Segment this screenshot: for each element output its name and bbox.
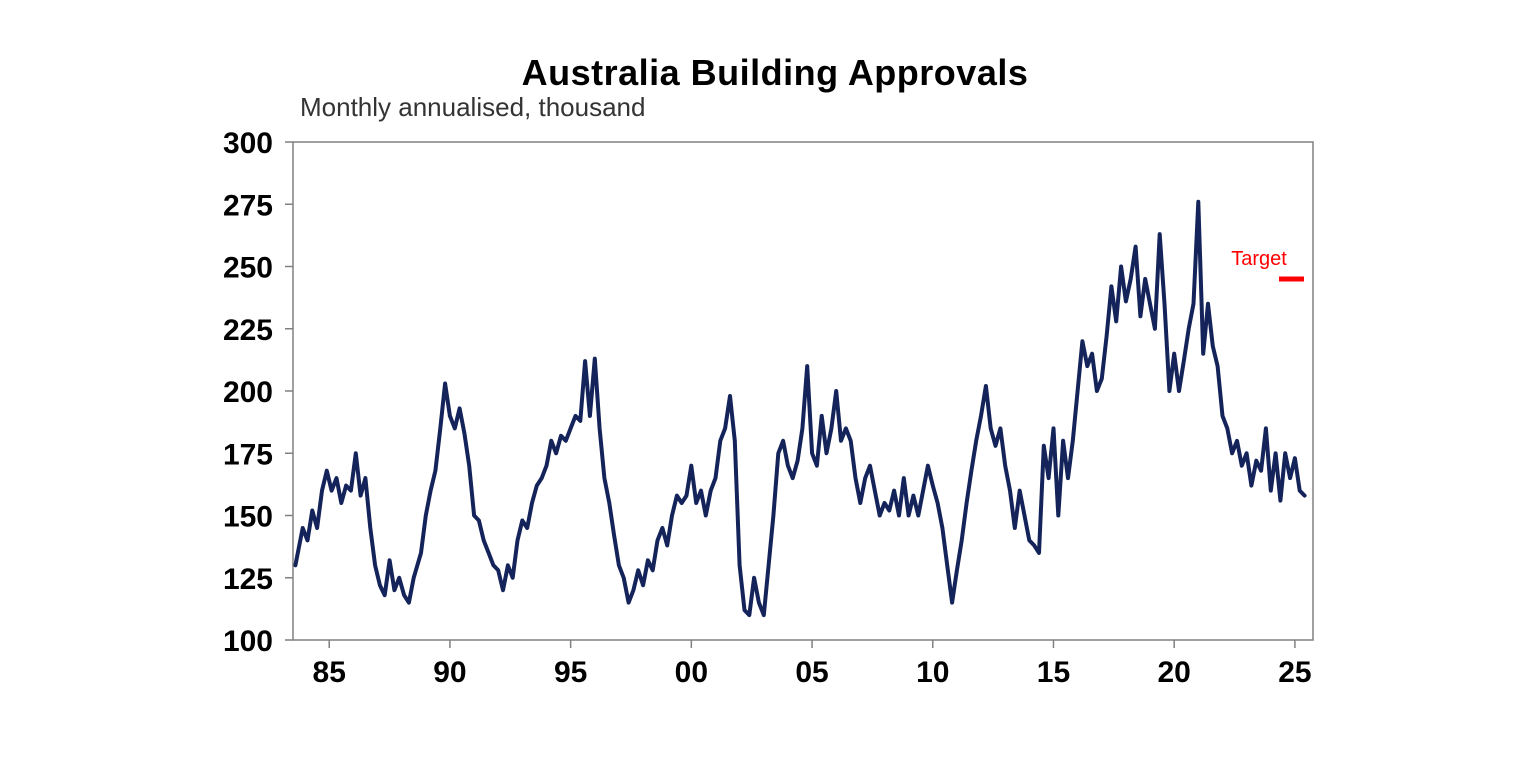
x-tick-label: 85 <box>313 656 346 689</box>
x-tick-label: 25 <box>1278 656 1311 689</box>
chart-title: Australia Building Approvals <box>521 52 1029 93</box>
x-tick-label: 10 <box>916 656 949 689</box>
y-tick-label: 225 <box>223 314 273 347</box>
y-tick-label: 300 <box>223 127 273 160</box>
y-tick-label: 175 <box>223 438 273 471</box>
y-tick-label: 150 <box>223 501 273 534</box>
y-tick-label: 100 <box>223 625 273 658</box>
chart-subtitle: Monthly annualised, thousand <box>300 92 646 122</box>
x-tick-label: 05 <box>795 656 828 689</box>
x-tick-label: 15 <box>1037 656 1070 689</box>
target-label: Target <box>1231 248 1287 270</box>
y-tick-label: 200 <box>223 376 273 409</box>
x-tick-label: 90 <box>433 656 466 689</box>
x-tick-label: 95 <box>554 656 587 689</box>
y-tick-label: 275 <box>223 189 273 222</box>
series-line <box>293 199 1307 618</box>
x-tick-label: 20 <box>1157 656 1190 689</box>
x-tick-label: 00 <box>675 656 708 689</box>
y-tick-label: 250 <box>223 252 273 285</box>
y-tick-label: 125 <box>223 563 273 596</box>
